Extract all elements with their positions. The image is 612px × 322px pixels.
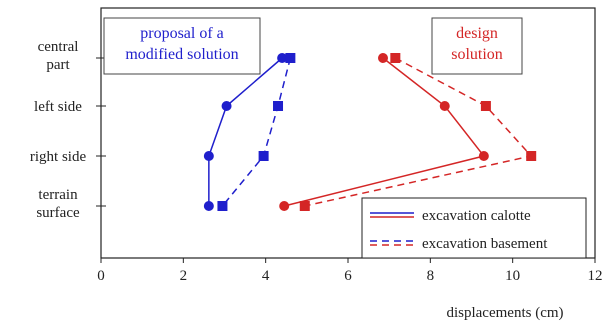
data-point <box>258 151 269 161</box>
legend-label: excavation basement <box>422 236 548 252</box>
data-point <box>203 201 214 211</box>
annotation-box-design <box>431 17 523 75</box>
series-line <box>284 57 486 207</box>
x-tick-label: 0 <box>97 268 105 284</box>
x-axis-label: displacements (cm) <box>446 305 563 321</box>
y-category-label-line: surface <box>36 205 80 221</box>
data-point <box>285 53 296 63</box>
x-tick-label: 4 <box>262 268 270 284</box>
data-point <box>526 151 537 161</box>
annotation-layer: proposal of a modified solution design solu… <box>103 17 523 75</box>
data-point <box>277 53 288 63</box>
legend: excavation calotte excavation basement <box>361 197 587 259</box>
legend-box <box>361 197 587 259</box>
y-category-label: left side <box>34 99 82 115</box>
y-category-label-line: central <box>38 39 79 55</box>
data-point <box>279 201 290 211</box>
data-point <box>221 101 232 111</box>
y-category-label: terrain surface <box>36 187 80 221</box>
y-category-label-line: terrain <box>38 187 78 203</box>
data-point <box>439 101 450 111</box>
y-category-label: right side <box>30 149 87 165</box>
data-point <box>390 53 401 63</box>
series-proposal-calotte <box>203 53 288 211</box>
data-point <box>377 53 388 63</box>
data-point <box>478 151 489 161</box>
y-category-label-line: part <box>46 57 70 73</box>
data-point <box>273 101 284 111</box>
annotation-text-proposal: modified solution <box>125 46 238 63</box>
data-point <box>217 201 228 211</box>
series-design-basement <box>299 53 537 211</box>
x-tick-label: 10 <box>505 268 520 284</box>
series-line <box>304 57 533 207</box>
data-point <box>480 101 491 111</box>
axes: 0 2 4 6 8 10 12 displacements (cm) central part le… <box>30 7 603 321</box>
x-tick-label: 2 <box>180 268 188 284</box>
x-tick-label: 8 <box>427 268 435 284</box>
annotation-text-design: design <box>456 25 498 42</box>
series-line <box>221 57 292 207</box>
series-proposal-basement <box>217 53 296 211</box>
annotation-text-proposal: proposal of a <box>140 25 224 42</box>
data-point <box>299 201 310 211</box>
series-line <box>208 57 283 206</box>
annotation-box-proposal <box>103 17 261 75</box>
legend-label: excavation calotte <box>422 208 531 224</box>
x-tick-label: 12 <box>588 268 603 284</box>
series-layer <box>203 53 537 211</box>
annotation-text-design: solution <box>451 46 503 63</box>
series-design-calotte <box>279 53 489 211</box>
y-category-label: central part <box>38 39 79 73</box>
x-tick-label: 6 <box>344 268 352 284</box>
data-point <box>203 151 214 161</box>
